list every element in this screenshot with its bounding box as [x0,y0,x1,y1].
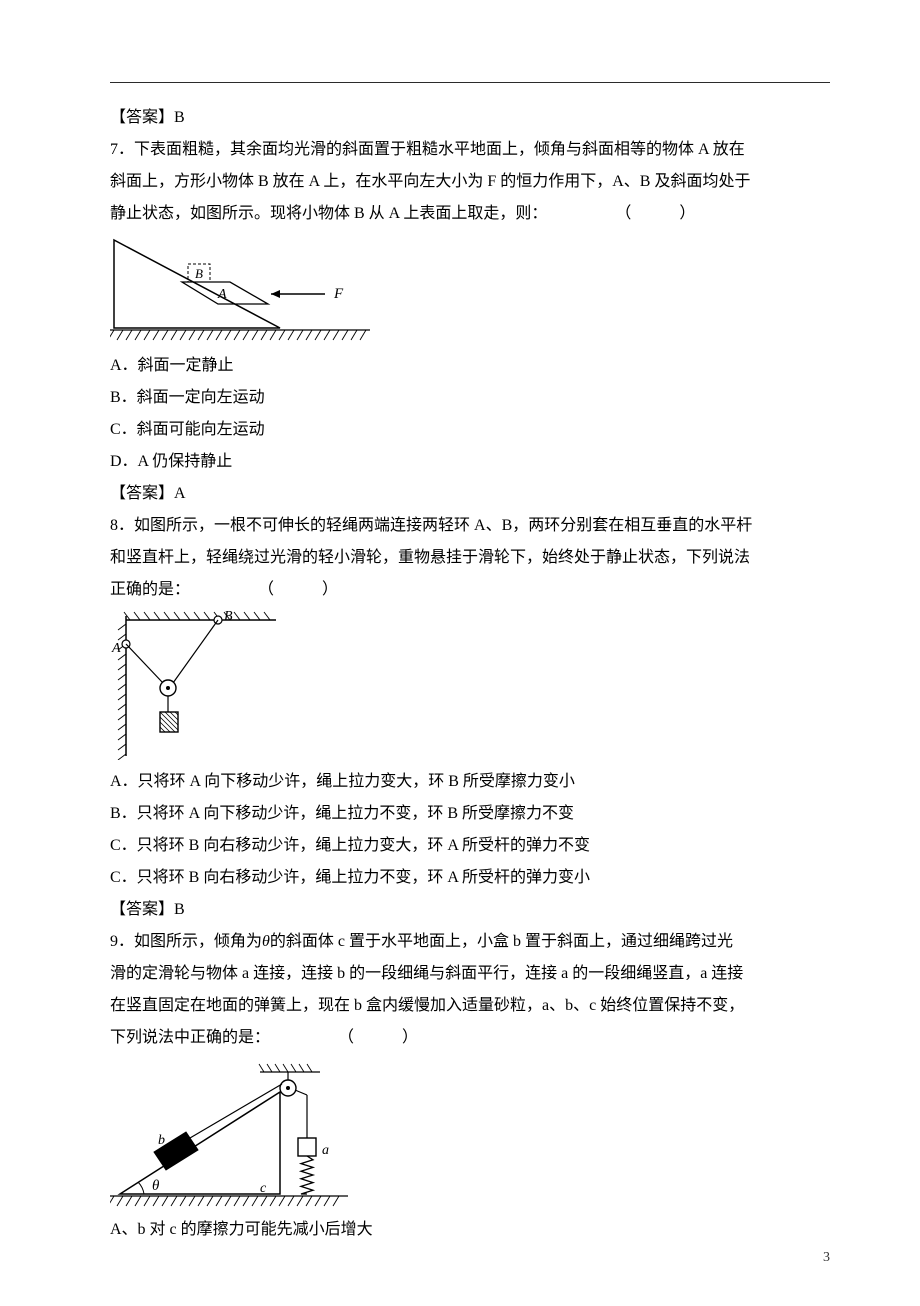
q7-optB: B．斜面一定向左运动 [110,382,830,414]
content: 【答案】B 7．下表面粗糙，其余面均光滑的斜面置于粗糙水平地面上，倾角与斜面相等… [110,80,830,1246]
svg-text:θ: θ [152,1178,160,1194]
svg-text:F: F [333,286,344,302]
q8-optD: C．只将环 B 向右移动少许，绳上拉力不变，环 A 所受杆的弹力变小 [110,862,830,894]
answer-value: B [174,901,185,918]
svg-text:c: c [260,1181,267,1196]
answer-7: 【答案】A [110,478,830,510]
q8-paren: （ ） [258,581,338,598]
q8-number: 8． [110,517,134,534]
answer-value: A [174,485,186,502]
q7-number: 7． [110,141,134,158]
q9-line2: 滑的定滑轮与物体 a 连接，连接 b 的一段细绳与斜面平行，连接 a 的一段细绳… [110,958,830,990]
svg-text:B: B [195,266,203,281]
q7-optA: A．斜面一定静止 [110,350,830,382]
answer-value: B [174,109,185,126]
q7-paren: （ ） [615,205,695,222]
q9-text-1a: 如图所示，倾角为 [134,933,262,950]
q8-line1: 8．如图所示，一根不可伸长的轻绳两端连接两轻环 A、B，两环分别套在相互垂直的水… [110,510,830,542]
q7-line2: 斜面上，方形小物体 B 放在 A 上，在水平向左大小为 F 的恒力作用下，A、B… [110,166,830,198]
figure-q7-svg: AB F [110,234,370,344]
q8-line2: 和竖直杆上，轻绳绕过光滑的轻小滑轮，重物悬挂于滑轮下，始终处于静止状态，下列说法 [110,542,830,574]
figure-q9: θ c b a [110,1058,830,1208]
answer-label: 【答案】 [110,901,174,918]
svg-text:B: B [224,610,233,624]
svg-text:b: b [158,1133,165,1148]
q8-line3: 正确的是： （ ） [110,574,830,606]
q8-optB: B．只将环 A 向下移动少许，绳上拉力不变，环 B 所受摩擦力不变 [110,798,830,830]
q9-optA: A、b 对 c 的摩擦力可能先减小后增大 [110,1214,830,1246]
svg-text:A: A [217,287,227,302]
q7-optC: C．斜面可能向左运动 [110,414,830,446]
q7-text-1: 下表面粗糙，其余面均光滑的斜面置于粗糙水平地面上，倾角与斜面相等的物体 A 放在 [134,141,745,158]
answer-label: 【答案】 [110,109,174,126]
q8-optC: C．只将环 B 向右移动少许，绳上拉力变大，环 A 所受杆的弹力不变 [110,830,830,862]
q7-text-3: 静止状态，如图所示。现将小物体 B 从 A 上表面上取走，则： [110,205,547,222]
q7-line1: 7．下表面粗糙，其余面均光滑的斜面置于粗糙水平地面上，倾角与斜面相等的物体 A … [110,134,830,166]
q9-number: 9． [110,933,134,950]
svg-text:a: a [322,1143,329,1158]
figure-q8-svg: AB [110,610,290,760]
q7-optD: D．A 仍保持静止 [110,446,830,478]
theta-symbol: θ [262,933,270,950]
figure-q7: AB F [110,234,830,344]
q8-text-1: 如图所示，一根不可伸长的轻绳两端连接两轻环 A、B，两环分别套在相互垂直的水平杆 [134,517,752,534]
q9-line1: 9．如图所示，倾角为θ的斜面体 c 置于水平地面上，小盒 b 置于斜面上，通过细… [110,926,830,958]
figure-q9-svg: θ c b a [110,1058,350,1208]
top-rule [110,82,830,83]
q9-paren: （ ） [338,1029,418,1046]
answer-8: 【答案】B [110,894,830,926]
figure-q8: AB [110,610,830,760]
q8-text-3: 正确的是： [110,581,190,598]
page-number: 3 [823,1244,830,1272]
q9-text-4: 下列说法中正确的是： [110,1029,270,1046]
answer-label: 【答案】 [110,485,174,502]
answer-6: 【答案】B [110,102,830,134]
q9-line4: 下列说法中正确的是： （ ） [110,1022,830,1054]
q7-line3: 静止状态，如图所示。现将小物体 B 从 A 上表面上取走，则： （ ） [110,198,830,230]
q9-text-1b: 的斜面体 c 置于水平地面上，小盒 b 置于斜面上，通过细绳跨过光 [270,933,733,950]
q9-line3: 在竖直固定在地面的弹簧上，现在 b 盒内缓慢加入适量砂粒，a、b、c 始终位置保… [110,990,830,1022]
q8-optA: A．只将环 A 向下移动少许，绳上拉力变大，环 B 所受摩擦力变小 [110,766,830,798]
svg-text:A: A [111,641,121,656]
